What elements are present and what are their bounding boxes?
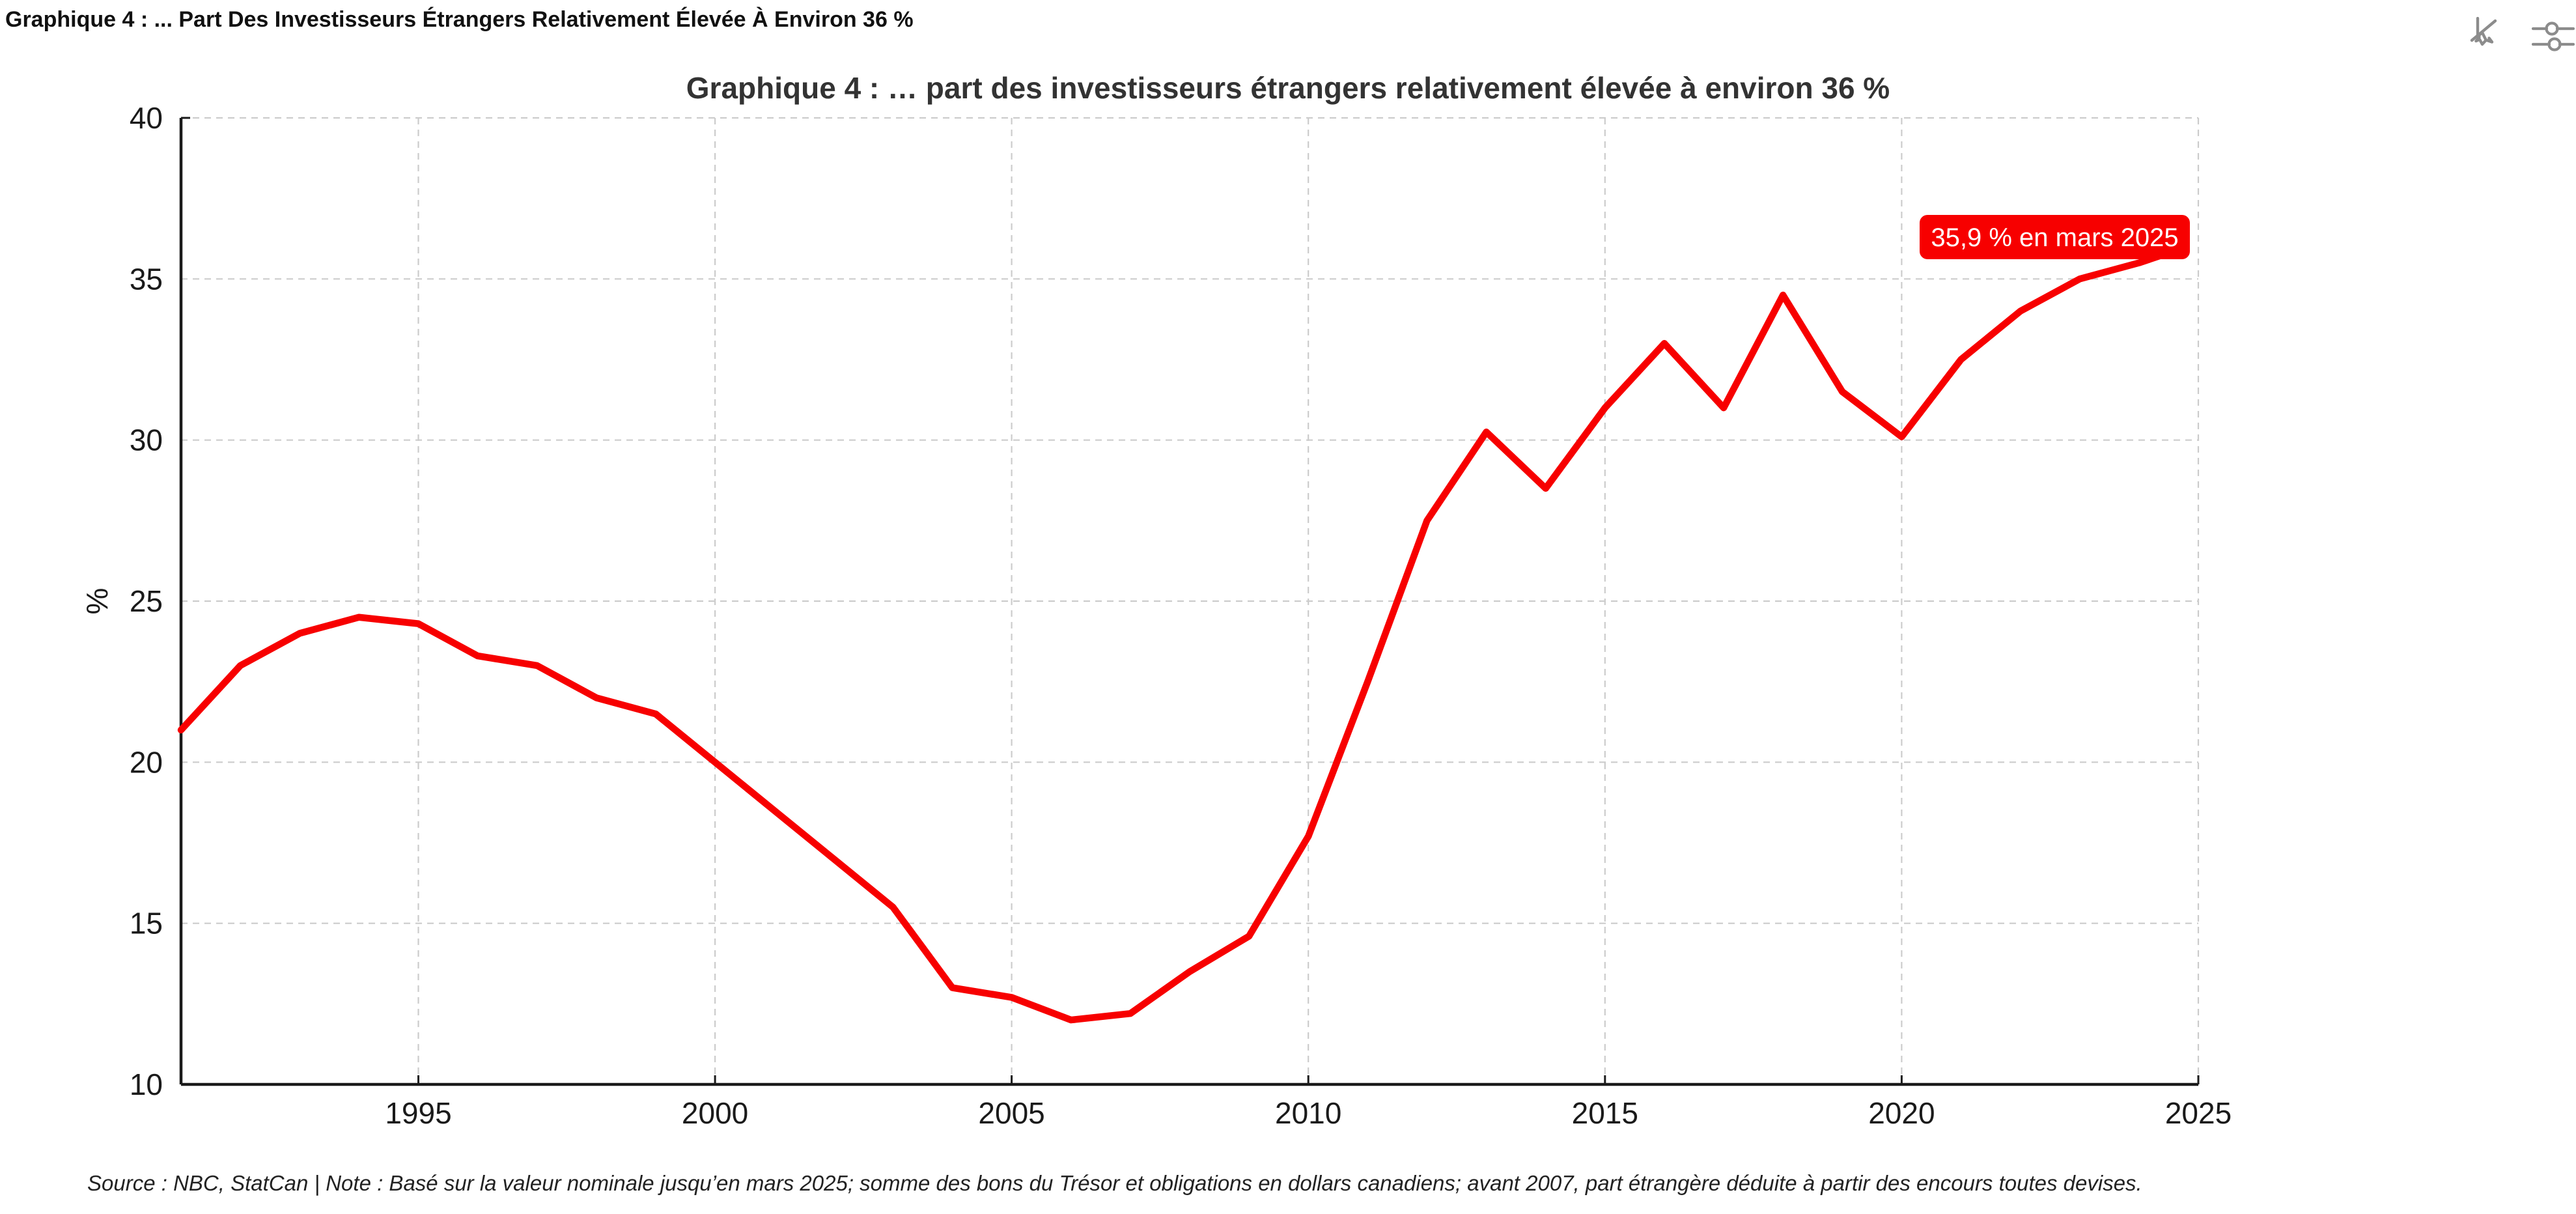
svg-text:15: 15 [130,907,163,940]
svg-text:35: 35 [130,262,163,296]
svg-text:2025: 2025 [2165,1096,2232,1130]
svg-text:2005: 2005 [978,1096,1044,1130]
svg-text:35,9 % en mars 2025: 35,9 % en mars 2025 [1931,223,2178,252]
svg-text:30: 30 [130,423,163,457]
svg-text:20: 20 [130,745,163,779]
svg-text:1995: 1995 [385,1096,451,1130]
svg-text:2020: 2020 [1868,1096,1935,1130]
svg-text:2000: 2000 [682,1096,748,1130]
svg-text:2010: 2010 [1275,1096,1341,1130]
svg-text:40: 40 [130,101,163,135]
svg-text:2015: 2015 [1572,1096,1638,1130]
svg-text:25: 25 [130,584,163,618]
svg-text:%: % [80,588,114,615]
svg-text:10: 10 [130,1067,163,1101]
